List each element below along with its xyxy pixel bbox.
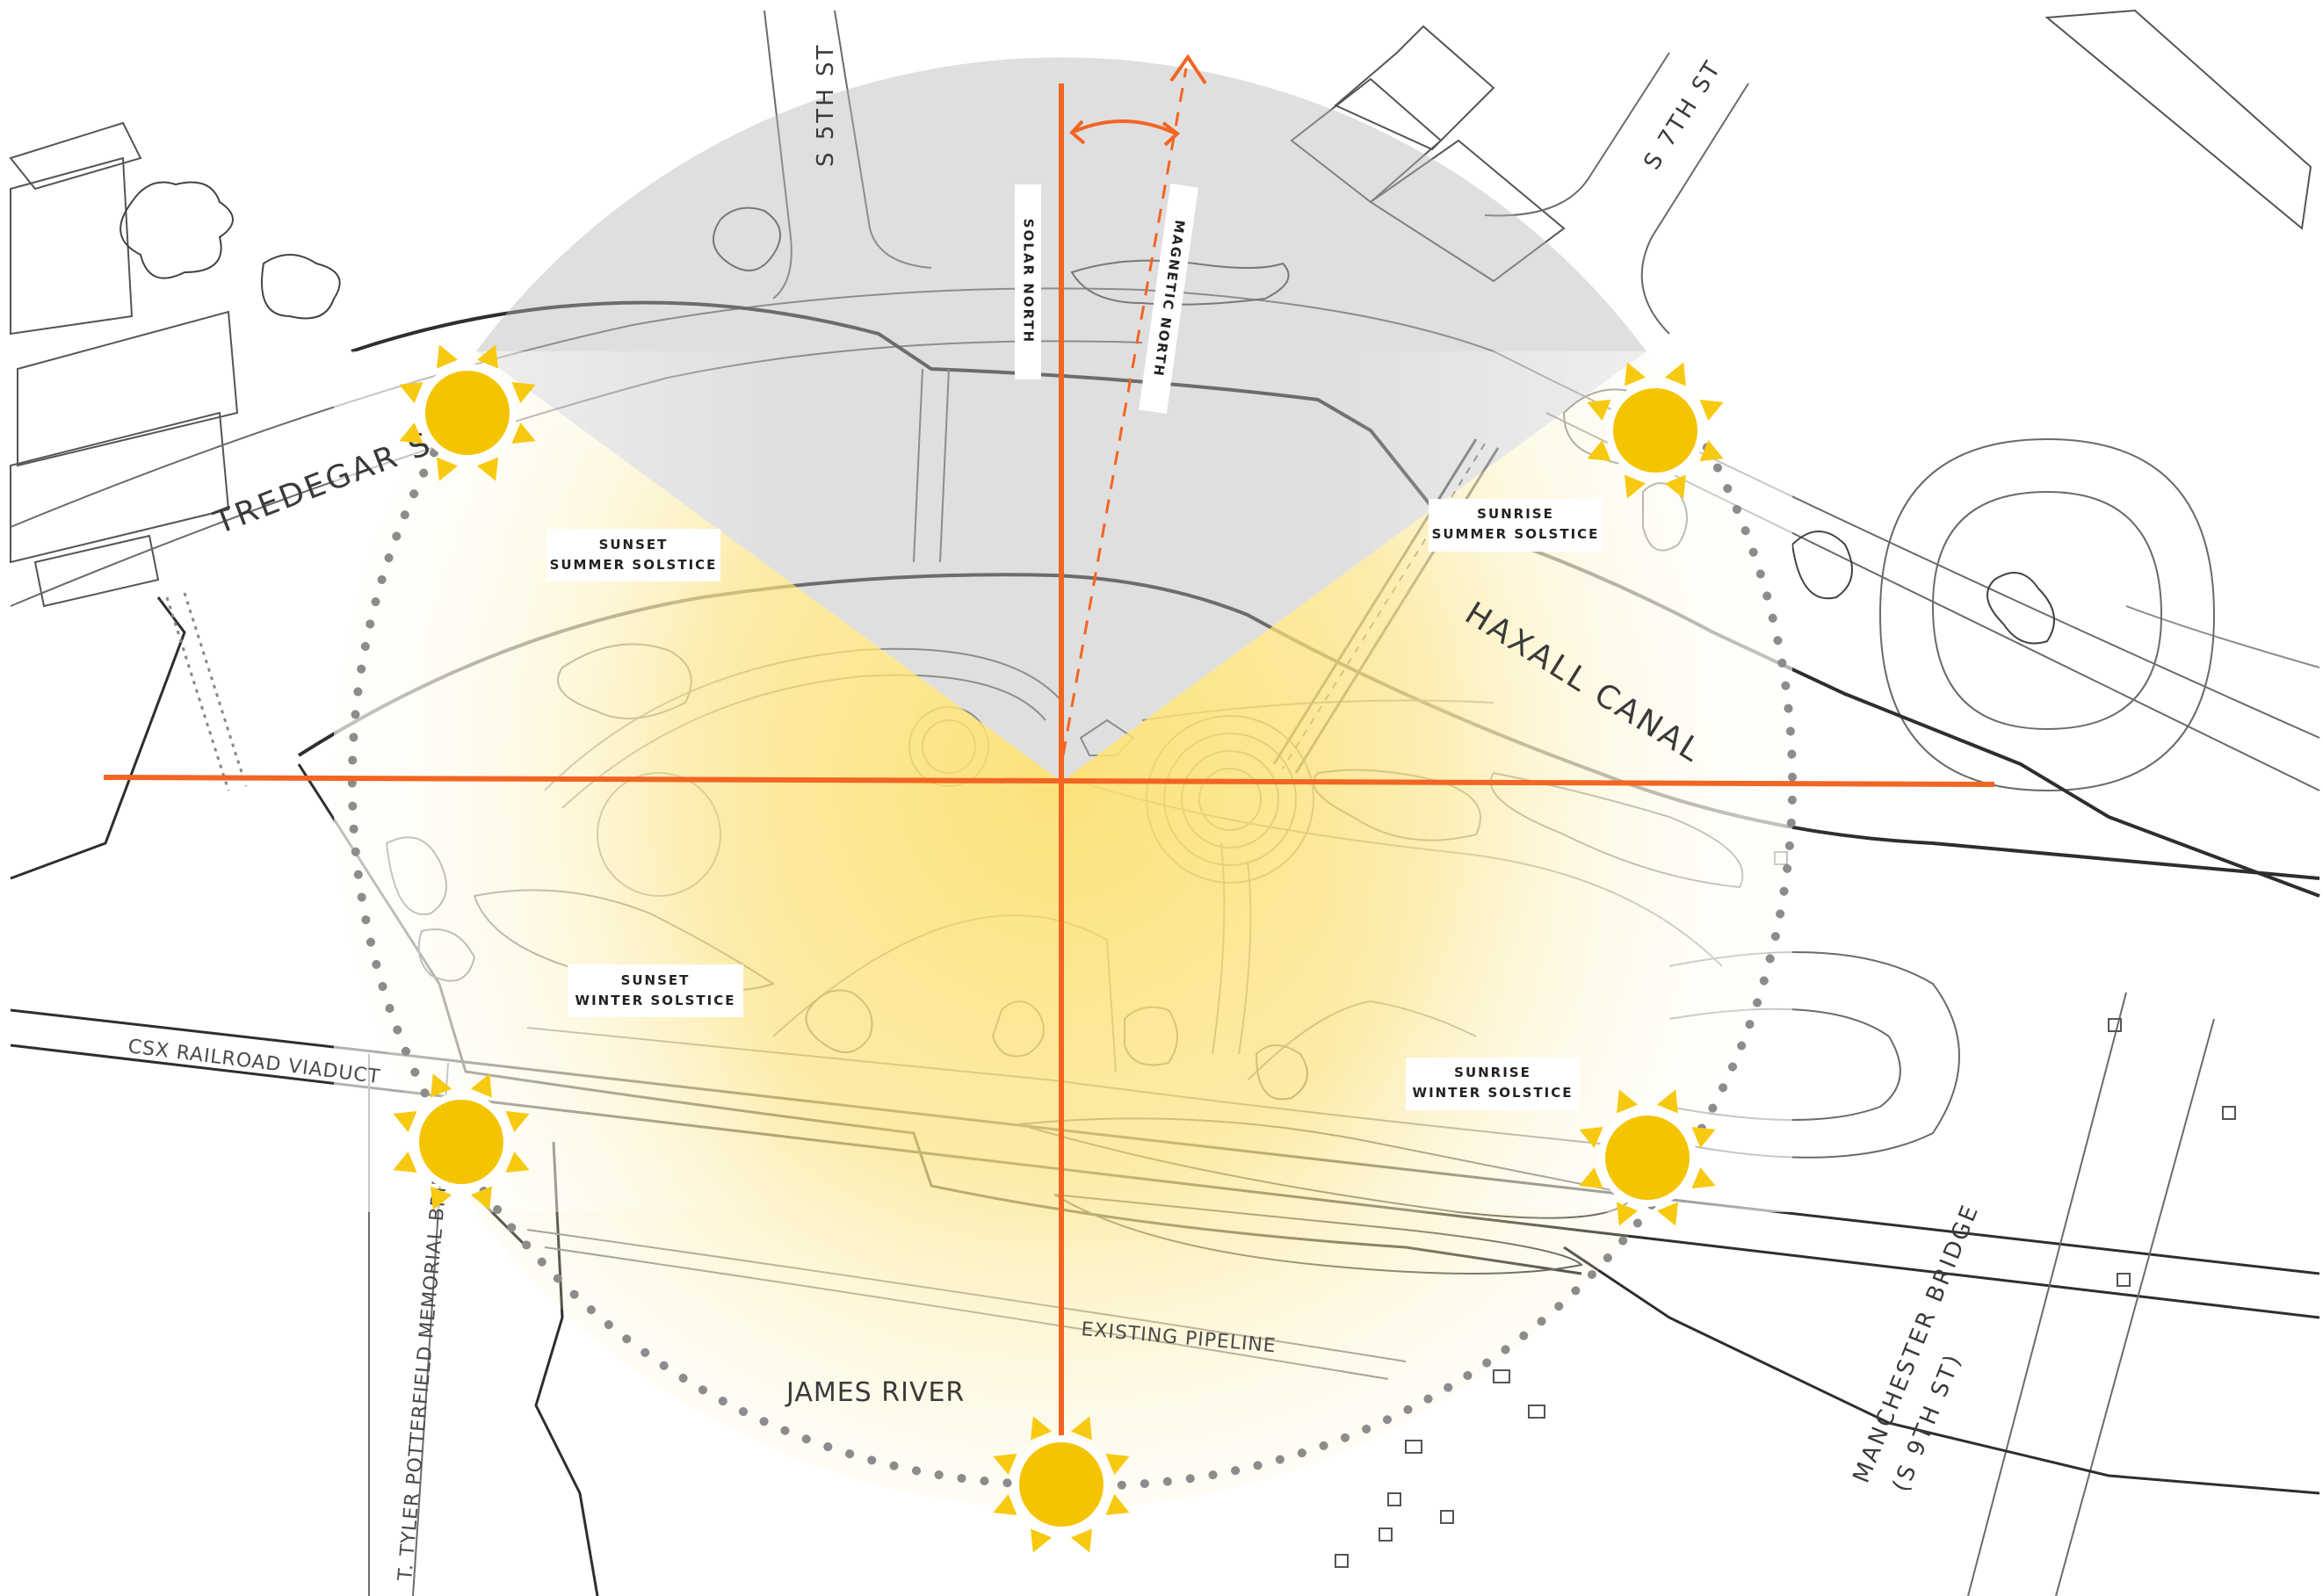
sun-ray xyxy=(1691,1127,1716,1149)
sun-ray xyxy=(399,422,423,444)
label-sunset-winter: SUNSET WINTER SOLSTICE xyxy=(568,964,743,1017)
sun-ray xyxy=(437,344,459,369)
sun-icon-sunrise-summer xyxy=(1587,362,1724,499)
sun-disc xyxy=(1019,1442,1104,1527)
s7th-label: S 7TH ST xyxy=(1639,55,1726,175)
label-sunset-summer: SUNSET SUMMER SOLSTICE xyxy=(546,529,720,581)
label-sunrise-summer: SUNRISE SUMMER SOLSTICE xyxy=(1429,499,1603,552)
label-sunset-summer-line2: SUMMER SOLSTICE xyxy=(550,557,718,573)
sun-ray xyxy=(1656,1202,1678,1226)
sun-ray xyxy=(1691,1166,1716,1188)
sun-ray xyxy=(470,1186,492,1210)
sun-ray xyxy=(511,382,536,404)
sun-ray xyxy=(431,1073,452,1098)
sun-ray xyxy=(437,457,459,481)
sun-icon-noon-winter xyxy=(993,1416,1130,1553)
sun-disc xyxy=(1613,388,1697,473)
sun-ray xyxy=(505,1111,530,1133)
sun-ray xyxy=(993,1454,1017,1476)
sun-ray xyxy=(1579,1166,1603,1188)
s5th-label: S 5TH ST xyxy=(813,43,839,167)
sun-ray xyxy=(1105,1454,1130,1476)
sun-icons xyxy=(393,344,1724,1553)
sun-ray xyxy=(1656,1089,1678,1114)
sun-ray xyxy=(1105,1493,1130,1515)
sun-ray xyxy=(1699,439,1724,461)
label-sunset-summer-line1: SUNSET xyxy=(599,537,669,552)
solar-north-label: SOLAR NORTH xyxy=(1015,184,1041,379)
sun-ray xyxy=(1579,1127,1603,1149)
small-blocks xyxy=(1335,851,2236,1568)
sun-ray xyxy=(505,1151,530,1173)
sun-ray xyxy=(1617,1089,1639,1114)
sun-ray xyxy=(1070,1528,1092,1553)
label-sunrise-winter-line2: WINTER SOLSTICE xyxy=(1413,1085,1574,1101)
sun-ray xyxy=(1031,1416,1053,1441)
label-sunrise-winter: SUNRISE WINTER SOLSTICE xyxy=(1406,1058,1580,1110)
sun-ray xyxy=(1031,1528,1053,1553)
sun-ray xyxy=(1664,362,1686,386)
solar-axes xyxy=(103,54,1995,1467)
label-sunrise-winter-line1: SUNRISE xyxy=(1454,1065,1531,1080)
sun-ray xyxy=(1664,474,1686,499)
sun-ray xyxy=(1625,362,1646,386)
sun-ray xyxy=(399,382,423,404)
james-river-label: JAMES RIVER xyxy=(785,1377,965,1408)
label-sunrise-summer-line1: SUNRISE xyxy=(1477,506,1554,522)
sun-ray xyxy=(993,1493,1017,1515)
sun-ray xyxy=(393,1151,417,1173)
sun-ray xyxy=(1625,474,1646,499)
sun-icon-sunset-summer xyxy=(399,344,536,481)
sun-disc xyxy=(1605,1116,1690,1200)
sun-ray xyxy=(470,1073,492,1098)
label-sunrise-summer-line2: SUMMER SOLSTICE xyxy=(1432,526,1600,542)
sun-disc xyxy=(425,371,510,455)
sun-ray xyxy=(476,457,498,481)
sun-ray xyxy=(393,1111,417,1133)
sun-ray xyxy=(1070,1416,1092,1441)
solar-north-text: SOLAR NORTH xyxy=(1021,219,1037,343)
sun-ray xyxy=(1699,400,1724,422)
sun-icon-sunset-winter xyxy=(393,1073,530,1210)
sun-ray xyxy=(1587,400,1611,422)
label-sunset-winter-line2: WINTER SOLSTICE xyxy=(575,993,736,1008)
sun-disc xyxy=(419,1100,503,1184)
sun-icon-sunrise-winter xyxy=(1579,1089,1716,1226)
label-sunset-winter-line1: SUNSET xyxy=(621,972,691,988)
sun-ray xyxy=(1617,1202,1639,1226)
sun-ray xyxy=(511,422,536,444)
sun-ray xyxy=(476,344,498,369)
sun-ray xyxy=(431,1186,452,1210)
sun-ray xyxy=(1587,439,1611,461)
